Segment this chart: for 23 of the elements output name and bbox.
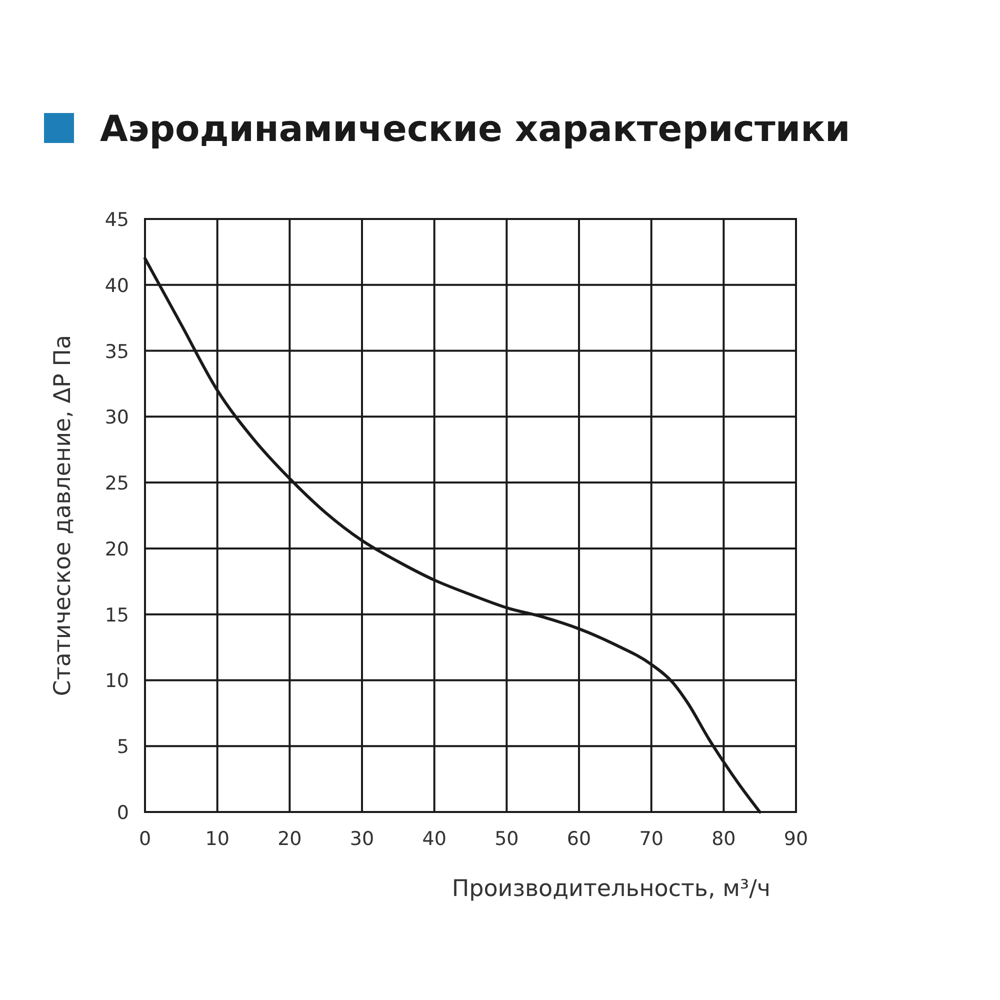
y-tick-label: 25 — [104, 472, 129, 495]
x-tick-label: 20 — [278, 828, 302, 850]
x-tick-label: 30 — [350, 828, 374, 850]
chart-title: Аэродинамические характеристики — [100, 109, 850, 150]
y-tick-label: 40 — [104, 274, 129, 297]
x-tick-label: 50 — [494, 828, 519, 850]
y-tick-label: 35 — [104, 340, 129, 363]
y-tick-label: 15 — [104, 604, 129, 626]
x-tick-label: 10 — [205, 828, 230, 850]
y-axis-title: Статическое давление, ΔP Па — [50, 334, 76, 696]
y-tick-label: 45 — [104, 209, 129, 231]
y-tick-label: 30 — [104, 406, 129, 429]
x-tick-label: 80 — [712, 828, 736, 850]
x-tick-label: 90 — [784, 828, 808, 850]
x-tick-label: 40 — [422, 828, 446, 850]
x-tick-label: 70 — [639, 828, 664, 850]
y-tick-label: 20 — [104, 538, 129, 560]
y-tick-label: 5 — [116, 736, 129, 758]
x-axis-title: Производительность, м³/ч — [452, 876, 770, 902]
x-tick-label: 60 — [566, 828, 592, 850]
y-tick-label: 0 — [116, 802, 129, 824]
x-tick-label: 0 — [138, 828, 152, 850]
y-tick-label: 10 — [104, 670, 129, 692]
